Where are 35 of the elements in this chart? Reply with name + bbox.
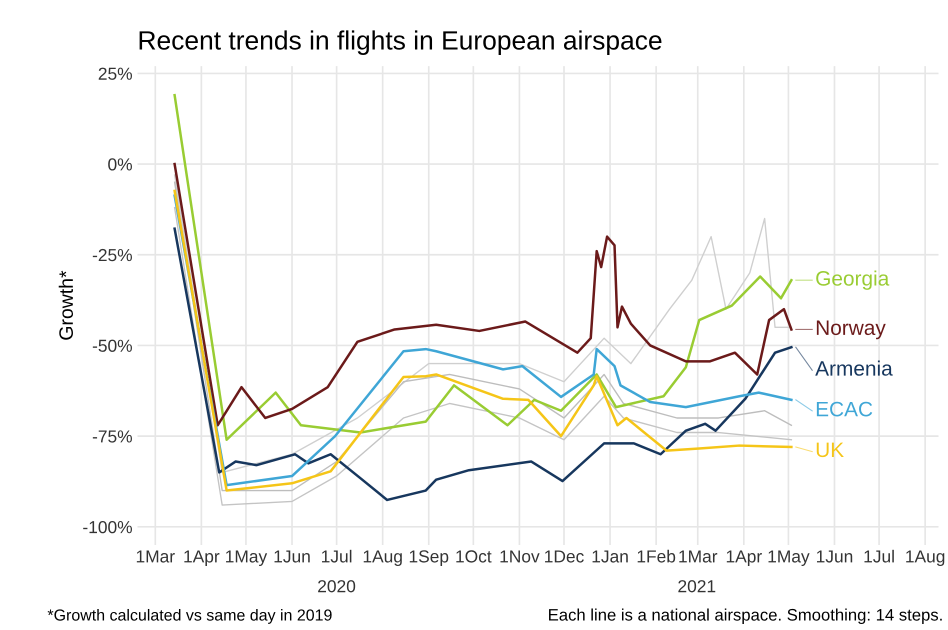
x-tick-label: 1May <box>226 550 268 566</box>
x-tick-label: 1Nov <box>500 550 540 563</box>
x-tick-label: 1May <box>768 550 810 566</box>
chart-title: Recent trends in flights in European airspace <box>140 30 662 55</box>
x-tick-label: 1Apr <box>184 550 220 566</box>
y-tick-label: -100% <box>83 520 132 534</box>
x-tick-label: 1Jul <box>322 550 352 563</box>
legend-label: Georgia <box>816 270 890 290</box>
x-tick-label: 1Jul <box>864 550 894 563</box>
x-tick-label: 1Sep <box>410 550 448 566</box>
x-tick-label: 1Feb <box>638 550 676 563</box>
legend-label: UK <box>816 442 844 458</box>
legend-label: Norway <box>816 320 886 340</box>
x-tick-label: 1Jan <box>592 550 628 563</box>
x-tick-label: 1Jun <box>274 550 310 563</box>
x-tick-label: 1Mar <box>679 550 718 563</box>
y-axis-title: Growth* <box>58 270 74 340</box>
y-tick-label: -25% <box>92 248 132 262</box>
y-tick-label: 0% <box>108 158 132 171</box>
legend-label: ECAC <box>816 402 872 416</box>
text: *Growth calculated vs same day in 2019 <box>48 608 332 624</box>
x-tick-label: 1Jun <box>816 550 852 563</box>
x-tick-label: 1Dec <box>545 550 584 563</box>
text: Each line is a national airspace. Smoothing: 14 steps. <box>549 608 942 624</box>
x-tick-label: 1Mar <box>136 550 175 563</box>
y-tick-label: -75% <box>92 430 132 443</box>
x-tick-label: 1Aug <box>364 550 402 566</box>
legend-label: Armenia <box>815 360 893 376</box>
x-tick-label: 1Oct <box>456 550 492 563</box>
text: 2020 <box>318 580 356 592</box>
x-tick-label: 1Apr <box>726 550 762 566</box>
x-tick-label: 1Aug <box>906 550 944 566</box>
y-tick-label: -50% <box>92 340 132 352</box>
text: 2021 <box>678 580 716 592</box>
y-tick-label: 25% <box>98 68 132 80</box>
